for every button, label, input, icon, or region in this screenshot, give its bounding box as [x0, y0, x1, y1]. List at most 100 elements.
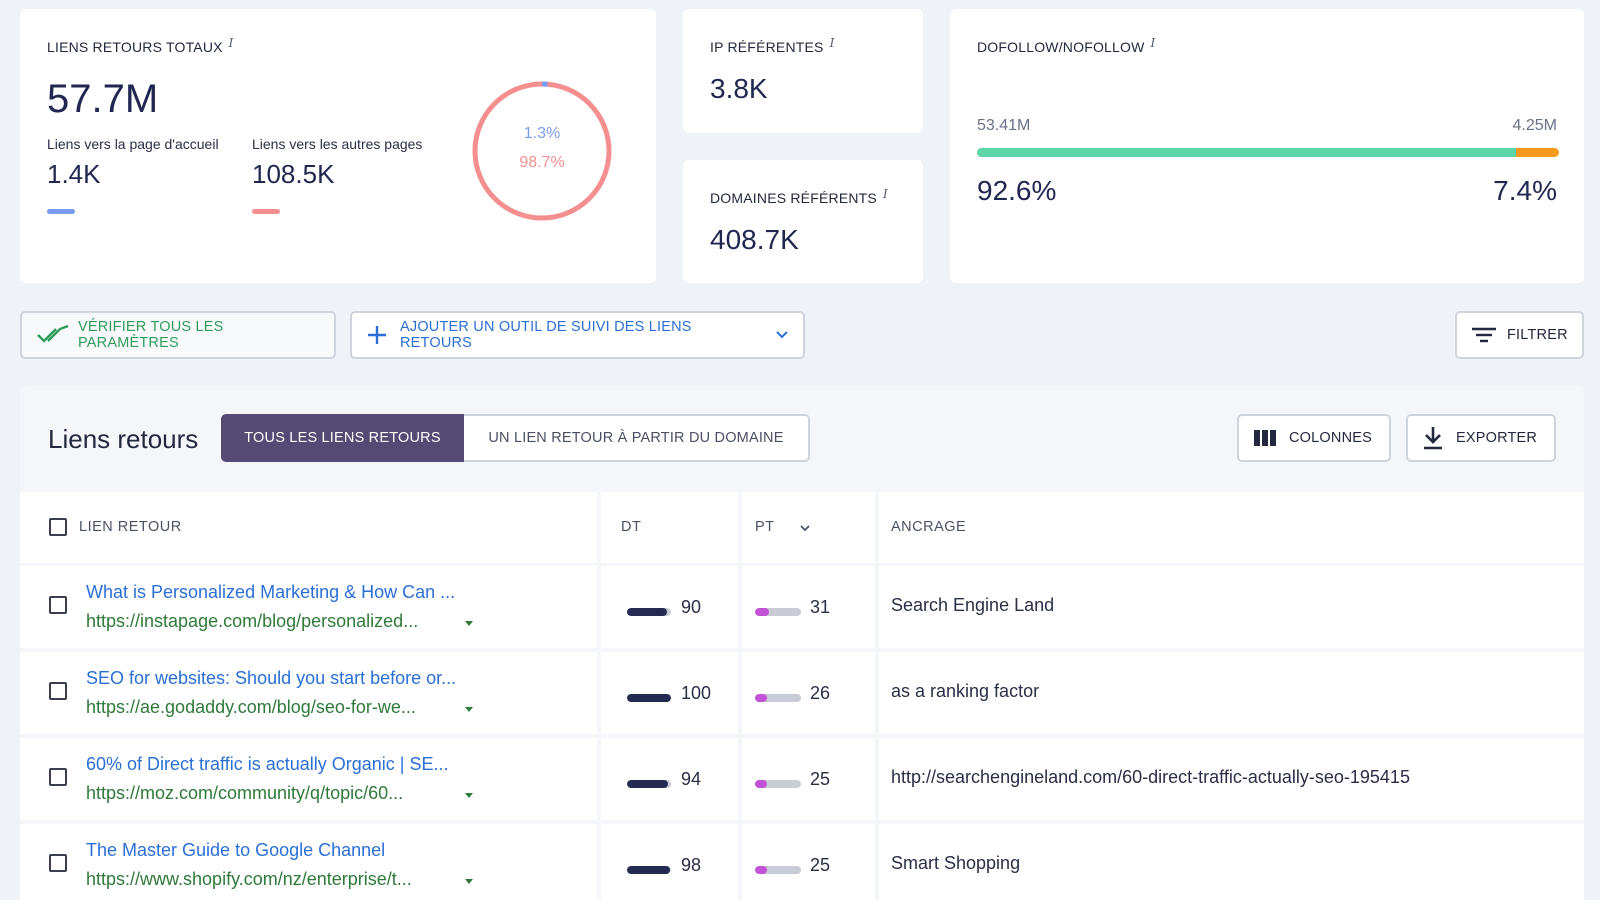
table-row-anchor-cell: Smart Shopping	[879, 824, 1584, 900]
header-dt-cell[interactable]: DT	[601, 492, 738, 563]
donut-home-segment	[472, 81, 612, 221]
dofollow-title-text: DOFOLLOW/NOFOLLOW	[977, 39, 1145, 55]
header-pt-label: PT	[755, 519, 775, 535]
anchor-text: as a ranking factor	[891, 681, 1040, 701]
table-row-anchor-cell: as a ranking factor	[879, 652, 1584, 734]
backlink-title-link[interactable]: 60% of Direct traffic is actually Organi…	[86, 754, 449, 774]
pt-bar-fill	[755, 694, 767, 702]
info-icon[interactable]: i	[829, 36, 835, 50]
table-row-dt-cell: 90	[601, 566, 738, 648]
table-row-pt-cell: 25	[742, 824, 875, 900]
info-icon[interactable]: i	[882, 187, 888, 201]
filter-button[interactable]: FILTRER	[1455, 311, 1584, 359]
table-row-backlink-cell: 60% of Direct traffic is actually Organi…	[20, 738, 597, 820]
dofollow-bar	[977, 148, 1559, 157]
donut-other-pct: 98.7%	[519, 154, 564, 171]
dt-bar-fill	[627, 608, 667, 616]
home-links-legend	[47, 209, 75, 214]
dt-bar	[627, 780, 671, 788]
plus-icon	[368, 326, 386, 344]
pt-bar-fill	[755, 780, 767, 788]
nofollow-count: 4.25M	[1512, 117, 1557, 134]
referring-ips-card: IP RÉFÉRENTES i 3.8K	[683, 9, 923, 133]
other-links-legend	[252, 209, 280, 214]
sort-chevron-down-icon[interactable]	[799, 524, 811, 532]
dt-value: 100	[681, 683, 712, 703]
total-backlinks-title: LIENS RETOURS TOTAUX i	[47, 36, 234, 55]
other-links-value: 108.5K	[252, 159, 335, 189]
backlinks-title: Liens retours	[48, 424, 199, 454]
table-row-pt-cell: 25	[742, 738, 875, 820]
pt-value: 25	[810, 855, 831, 875]
anchor-text: Smart Shopping	[891, 853, 1021, 873]
row-checkbox[interactable]	[49, 854, 67, 872]
table-row-anchor-cell: http://searchengineland.com/60-direct-tr…	[879, 738, 1584, 820]
tab-all-backlinks[interactable]: TOUS LES LIENS RETOURS	[221, 414, 464, 462]
columns-icon	[1254, 430, 1276, 446]
backlink-title-link[interactable]: What is Personalized Marketing & How Can…	[86, 582, 456, 602]
total-backlinks-value: 57.7M	[47, 77, 159, 121]
referring-ips-title-text: IP RÉFÉRENTES	[710, 39, 824, 55]
double-check-icon	[37, 325, 69, 343]
total-backlinks-card: LIENS RETOURS TOTAUX i 57.7M Liens vers l…	[20, 9, 656, 283]
row-checkbox[interactable]	[49, 768, 67, 786]
dt-bar-fill	[627, 780, 668, 788]
pt-bar	[755, 694, 801, 702]
add-backlink-tracker-button[interactable]: AJOUTER UN OUTIL DE SUIVI DES LIENS RETO…	[350, 311, 805, 359]
url-dropdown-caret-icon[interactable]	[465, 793, 473, 798]
url-dropdown-caret-icon[interactable]	[465, 879, 473, 884]
anchor-text: http://searchengineland.com/60-direct-tr…	[891, 767, 1410, 787]
verify-all-params-button[interactable]: VÉRIFIER TOUS LES PARAMÈTRES	[20, 311, 336, 359]
backlink-title-link[interactable]: SEO for websites: Should you start befor…	[86, 668, 457, 688]
url-dropdown-caret-icon[interactable]	[465, 621, 473, 626]
table-row-pt-cell: 31	[742, 566, 875, 648]
header-pt-cell[interactable]: PT	[742, 492, 875, 563]
links-donut-chart: 1.3% 98.7%	[472, 81, 612, 221]
dt-value: 98	[681, 855, 702, 875]
dt-value: 94	[681, 769, 702, 789]
pt-value: 25	[810, 769, 831, 789]
export-button[interactable]: EXPORTER	[1406, 414, 1556, 462]
backlink-url-link[interactable]: https://moz.com/community/q/topic/60...	[86, 783, 404, 803]
home-links-label: Liens vers la page d'accueil	[47, 136, 219, 152]
info-icon[interactable]: i	[228, 36, 234, 50]
info-icon[interactable]: i	[1150, 36, 1156, 50]
referring-domains-card: DOMAINES RÉFÉRENTS i 408.7K	[683, 160, 923, 283]
chevron-down-icon	[776, 331, 788, 339]
url-dropdown-caret-icon[interactable]	[465, 707, 473, 712]
nofollow-pct: 7.4%	[1493, 175, 1557, 206]
verify-all-params-label: VÉRIFIER TOUS LES PARAMÈTRES	[78, 319, 224, 351]
tab-one-backlink-per-domain[interactable]: UN LIEN RETOUR À PARTIR DU DOMAINE	[464, 414, 810, 462]
pt-bar-fill	[755, 608, 769, 616]
table-row-dt-cell: 98	[601, 824, 738, 900]
dofollow-pct: 92.6%	[977, 175, 1057, 206]
download-icon	[1424, 427, 1442, 450]
columns-button[interactable]: COLONNES	[1237, 414, 1391, 462]
backlink-url-link[interactable]: https://ae.godaddy.com/blog/seo-for-we..…	[86, 697, 416, 717]
row-checkbox[interactable]	[49, 682, 67, 700]
header-backlink-label: LIEN RETOUR	[79, 519, 182, 535]
table-row-dt-cell: 100	[601, 652, 738, 734]
pt-bar-fill	[755, 866, 767, 874]
backlink-title-link[interactable]: The Master Guide to Google Channel	[86, 840, 386, 860]
table-row-dt-cell: 94	[601, 738, 738, 820]
filter-label: FILTRER	[1507, 327, 1568, 343]
dofollow-bar-fill	[977, 148, 1516, 157]
backlink-url-link[interactable]: https://instapage.com/blog/personalized.…	[86, 611, 419, 631]
dofollow-card: DOFOLLOW/NOFOLLOW i 53.41M 4.25M 92.6% 7.…	[950, 9, 1584, 283]
pt-value: 26	[810, 683, 831, 703]
dofollow-count: 53.41M	[977, 117, 1031, 134]
total-backlinks-title-text: LIENS RETOURS TOTAUX	[47, 39, 223, 55]
row-checkbox[interactable]	[49, 596, 67, 614]
dt-bar	[627, 866, 671, 874]
dofollow-title: DOFOLLOW/NOFOLLOW i	[977, 36, 1156, 55]
header-dt-label: DT	[621, 519, 642, 535]
backlink-url-link[interactable]: https://www.shopify.com/nz/enterprise/t.…	[86, 869, 412, 889]
pt-bar	[755, 608, 801, 616]
table-row-backlink-cell: SEO for websites: Should you start befor…	[20, 652, 597, 734]
anchor-text: Search Engine Land	[891, 595, 1055, 615]
dt-bar	[627, 608, 671, 616]
select-all-checkbox[interactable]	[49, 518, 67, 536]
filter-icon	[1472, 327, 1496, 343]
table-row-backlink-cell: What is Personalized Marketing & How Can…	[20, 566, 597, 648]
